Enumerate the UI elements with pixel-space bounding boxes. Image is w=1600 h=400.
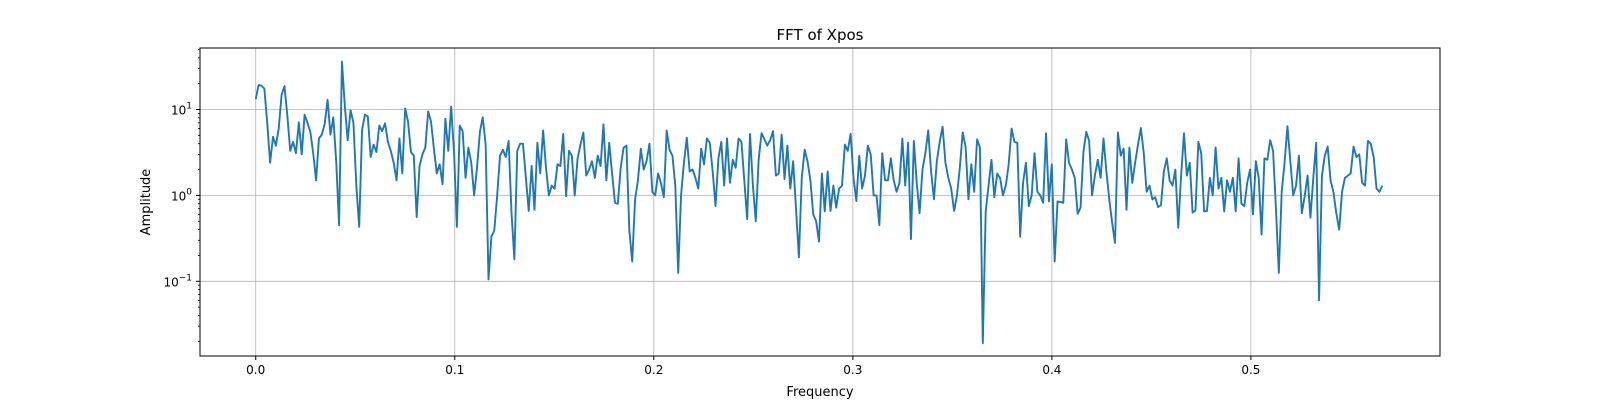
grid [200,48,1440,356]
y-tick-exponent: 0 [186,187,192,197]
x-tick-label: 0.4 [1042,363,1061,377]
series-layer [254,60,1384,345]
y-axis-label: Amplitude [139,169,154,236]
y-tick-exponent: 1 [186,102,192,112]
y-tick-base: 10 [171,104,186,118]
y-tick-label: 101 [171,102,192,118]
plot-frame [199,47,1441,357]
x-tick-label: 0.3 [843,363,862,377]
x-tick-label: 0.1 [445,363,464,377]
y-tick-base: 10 [163,275,178,289]
y-tick-label: 10−1 [163,273,192,289]
x-tick-label: 0.2 [644,363,663,377]
series-line [254,60,1384,345]
y-tick-base: 10 [171,189,186,203]
x-axis-label: Frequency [786,385,853,400]
y-tick-label: 100 [171,187,192,203]
x-tick-label: 0.5 [1241,363,1260,377]
x-tick-label: 0.0 [246,363,265,377]
y-tick-exponent: −1 [179,273,192,283]
chart-title: FFT of Xpos [777,26,864,44]
